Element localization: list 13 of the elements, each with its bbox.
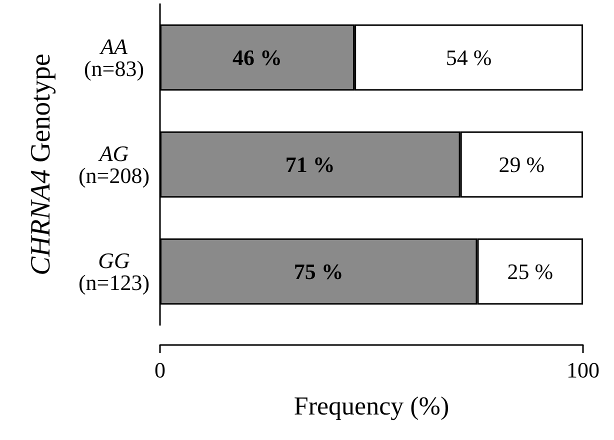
y-axis-title: CHRNA4 Genotype: [26, 54, 56, 276]
data-label: 25 %: [507, 259, 554, 284]
y-tick-label: AG (n=208): [78, 141, 150, 188]
data-label: 29 %: [498, 152, 545, 177]
x-tick-label: 100: [566, 358, 600, 382]
x-axis-title: Frequency (%): [294, 392, 450, 420]
data-label: 71 %: [285, 152, 335, 177]
data-label: 54 %: [446, 45, 492, 70]
data-label: 46 %: [232, 45, 282, 70]
y-tick-label: GG (n=123): [78, 248, 150, 295]
x-tick-label: 0: [154, 358, 166, 382]
data-label: 75 %: [294, 259, 344, 284]
y-tick-label: AA (n=83): [84, 34, 144, 81]
